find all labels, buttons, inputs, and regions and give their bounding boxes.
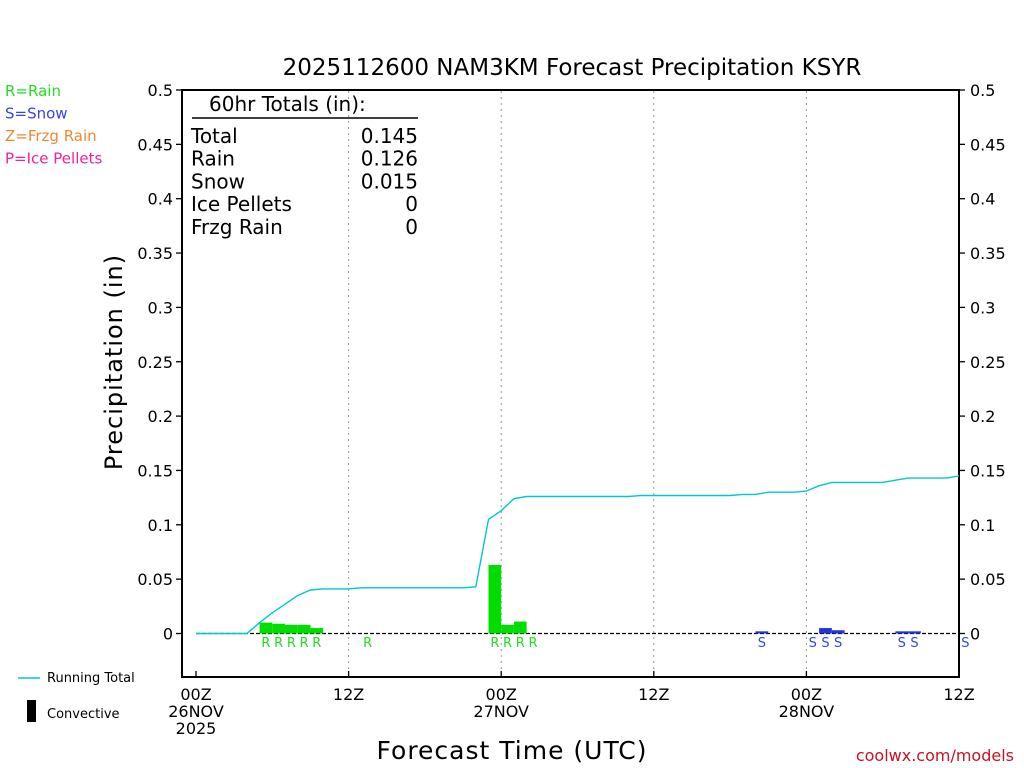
totals-row-label: Rain: [191, 147, 235, 171]
ptype-marker: R: [287, 636, 296, 651]
y-tick-label-left: 0.1: [148, 516, 173, 535]
y-tick-label-right: 0.5: [970, 81, 995, 100]
y-tick-label-right: 0.4: [970, 190, 995, 209]
series-legend: Running Total Convective: [18, 671, 135, 722]
y-tick-label-left: 0.4: [148, 190, 173, 209]
precip-bar: [513, 621, 527, 634]
convective-legend-swatch: [27, 700, 36, 722]
y-tick-label-left: 0.45: [137, 135, 173, 154]
x-tick-label: 2025: [176, 719, 217, 738]
totals-row-value: 0: [405, 192, 418, 216]
running-total-legend-label: Running Total: [47, 671, 135, 686]
y-tick-label-right: 0.35: [970, 244, 1006, 263]
y-tick-label-right: 0.2: [970, 407, 995, 426]
y-tick-label-left: 0.25: [137, 353, 173, 372]
y-tick-label-left: 0.5: [148, 81, 173, 100]
running-total-series: [196, 475, 960, 635]
plot-area: [181, 89, 960, 678]
ptype-marker: R: [274, 636, 283, 651]
ptype-legend: R=Rain S=Snow Z=Frzg Rain P=Ice Pellets: [5, 82, 102, 168]
y-tick-label-left: 0.05: [137, 570, 173, 589]
ptype-marker: S: [821, 636, 829, 651]
y-tick-label-right: 0.25: [970, 353, 1006, 372]
precip-bar: [272, 623, 286, 634]
y-tick-label-right: 0.3: [970, 298, 995, 317]
y-tick-label-left: 0.15: [137, 461, 173, 480]
ptype-legend-item: Z=Frzg Rain: [5, 127, 97, 145]
precip-bar: [908, 631, 921, 634]
y-tick-label-right: 0.45: [970, 135, 1006, 154]
y-tick-label-left: 0: [163, 625, 173, 644]
y-tick-label-left: 0.2: [148, 407, 173, 426]
totals-title: 60hr Totals (in):: [209, 92, 366, 116]
y-axis-left: 0 0.05 0.1 0.15 0.2 0.25 0.3 0.35 0.4 0.45 0.5: [137, 81, 182, 644]
ptype-marker: S: [910, 636, 918, 651]
ptype-marker: R: [300, 636, 309, 651]
convective-legend-label: Convective: [47, 707, 120, 722]
y-axis-right: 0 0.05 0.1 0.15 0.2 0.25 0.3 0.35 0.4 0.45 0.5: [959, 81, 1006, 644]
ptype-marker: S: [961, 636, 969, 651]
totals-row-value: 0.126: [361, 147, 418, 171]
ptype-legend-item: S=Snow: [5, 105, 68, 123]
precip-bar: [831, 630, 845, 634]
totals-row-label: Total: [190, 124, 238, 148]
x-tick-label: 00Z: [791, 685, 822, 704]
totals-row-label: Frzg Rain: [191, 215, 283, 239]
totals-box: 60hr Totals (in): Total 0.145 Rain 0.126 Sno…: [190, 92, 418, 239]
precip-bar: [285, 624, 298, 634]
chart-title: 2025112600 NAM3KM Forecast Precipitation…: [283, 55, 862, 81]
x-tick-label: 28NOV: [779, 702, 835, 721]
y-tick-label-right: 0.1: [970, 516, 995, 535]
x-tick-label: 12Z: [638, 685, 669, 704]
precip-bar: [895, 631, 909, 634]
running-total-line: [196, 475, 960, 635]
precip-bar: [488, 565, 502, 634]
precip-bar: [259, 622, 273, 634]
x-tick-label: 27NOV: [473, 702, 529, 721]
x-tick-label: 00Z: [486, 685, 517, 704]
credit-text: coolwx.com/models: [856, 746, 1014, 765]
y-tick-label-right: 0: [970, 625, 980, 644]
x-tick-label: 26NOV: [168, 702, 224, 721]
ptype-marker: R: [516, 636, 525, 651]
precip-bar: [755, 631, 769, 634]
precip-bars: [259, 565, 921, 634]
ptype-marker: S: [809, 636, 817, 651]
ptype-marker: R: [528, 636, 537, 651]
ptype-marker: R: [363, 636, 372, 651]
ptype-marker: S: [758, 636, 766, 651]
totals-row-value: 0.015: [361, 169, 418, 193]
ptype-legend-item: R=Rain: [5, 82, 61, 100]
precip-bar: [501, 624, 514, 634]
x-axis-label: Forecast Time (UTC): [377, 736, 648, 765]
totals-row-value: 0.145: [361, 124, 418, 148]
x-tick-label: 12Z: [333, 685, 364, 704]
precip-bar: [297, 624, 311, 634]
precip-bar: [310, 628, 324, 634]
ptype-legend-item: P=Ice Pellets: [5, 150, 102, 168]
ptype-marker: R: [503, 636, 512, 651]
ptype-marker: S: [898, 636, 906, 651]
ptype-marker: R: [261, 636, 270, 651]
x-tick-label: 00Z: [180, 685, 211, 704]
precip-bar: [819, 628, 832, 634]
y-tick-label-right: 0.05: [970, 570, 1006, 589]
totals-row-value: 0: [405, 215, 418, 239]
y-tick-label-left: 0.3: [148, 298, 173, 317]
y-tick-label-right: 0.15: [970, 461, 1006, 480]
y-axis-label: Precipitation (in): [100, 254, 128, 470]
ptype-marker: R: [490, 636, 499, 651]
ptype-marker: R: [312, 636, 321, 651]
x-tick-label: 12Z: [943, 685, 974, 704]
totals-row-label: Snow: [191, 169, 245, 193]
totals-row-label: Ice Pellets: [191, 192, 292, 216]
y-tick-label-left: 0.35: [137, 244, 173, 263]
ptype-marker: S: [834, 636, 842, 651]
